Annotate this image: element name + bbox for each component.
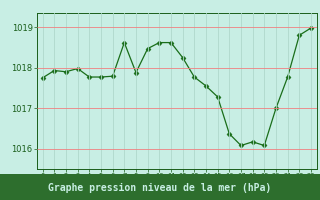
- Text: Graphe pression niveau de la mer (hPa): Graphe pression niveau de la mer (hPa): [48, 183, 272, 193]
